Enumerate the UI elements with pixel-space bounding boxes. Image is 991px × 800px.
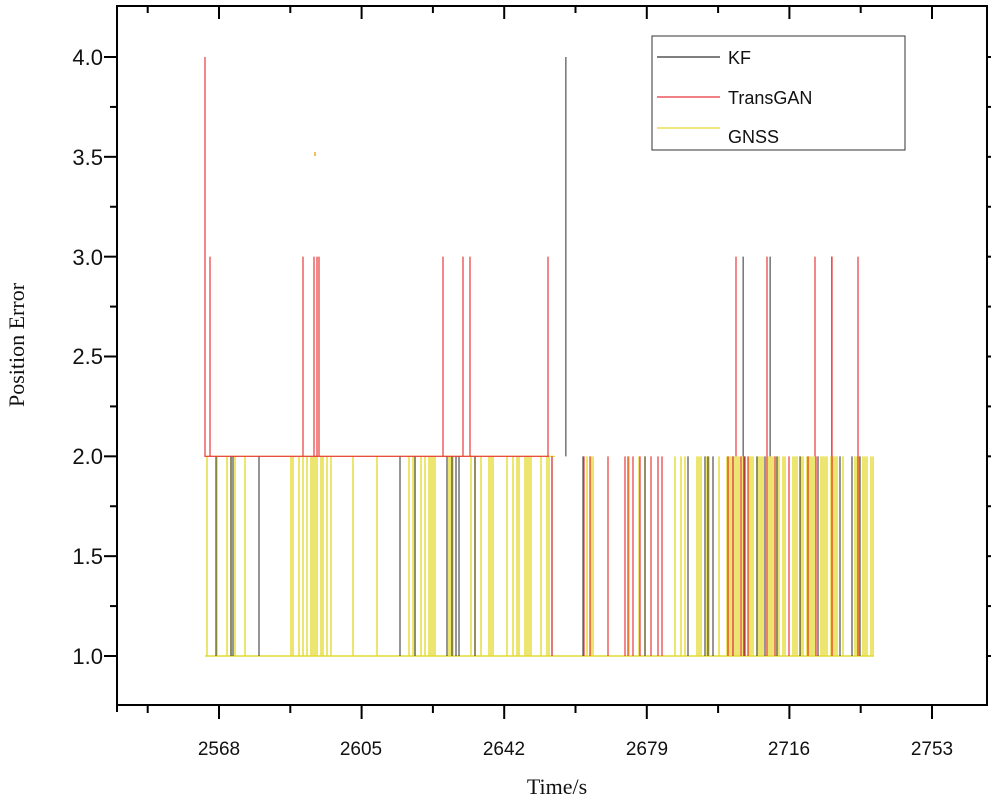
x-axis-ticks — [116, 6, 933, 719]
y-tick-label: 2.5 — [72, 344, 103, 369]
series-gnss — [205, 152, 874, 657]
x-tick-label: 2716 — [768, 739, 810, 760]
y-axis-title: Position Error — [4, 282, 29, 407]
y-tick-label: 2.0 — [72, 444, 103, 469]
x-tick-label: 2568 — [198, 739, 240, 760]
series-transgan — [204, 57, 859, 656]
y-tick-label: 3.5 — [72, 145, 103, 170]
legend: KF TransGAN GNSS — [651, 35, 906, 151]
y-tick-label: 3.0 — [72, 245, 103, 270]
x-tick-label: 2605 — [340, 739, 382, 760]
legend-label-kf: KF — [728, 48, 751, 68]
y-tick-label: 1.0 — [72, 644, 103, 669]
legend-label-transgan: TransGAN — [728, 88, 812, 108]
x-tick-label: 2753 — [911, 739, 953, 760]
y-tick-label: 1.5 — [72, 544, 103, 569]
x-axis-title: Time/s — [527, 774, 587, 799]
legend-label-gnss: GNSS — [728, 127, 779, 147]
x-tick-label: 2679 — [626, 739, 668, 760]
y-tick-labels: 4.0 3.5 3.0 2.5 2.0 1.5 1.0 — [72, 45, 103, 669]
legend-box — [651, 35, 906, 151]
series-kf — [215, 57, 861, 656]
x-tick-label: 2642 — [483, 739, 525, 760]
y-tick-label: 4.0 — [72, 45, 103, 70]
x-tick-labels: 2568 2605 2642 2679 2716 2753 — [198, 739, 953, 760]
